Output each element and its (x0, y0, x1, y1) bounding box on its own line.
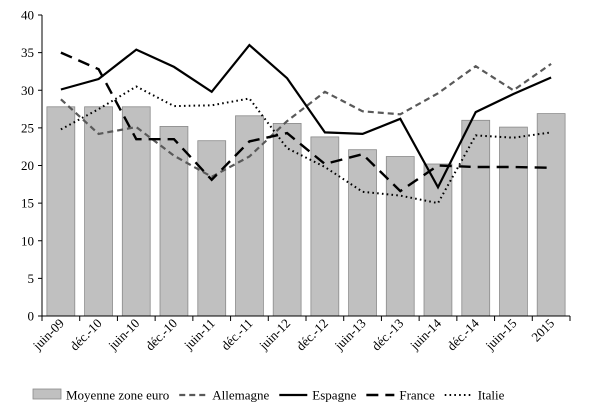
x-tick-label-5: déc.-11 (218, 316, 256, 354)
legend-label-moyenne-zone-euro: Moyenne zone euro (66, 388, 169, 403)
legend-label-italie: Italie (478, 388, 505, 403)
y-tick-label-0: 0 (28, 309, 35, 324)
bar-0 (46, 106, 76, 317)
x-tick-label-6: juin-12 (255, 316, 293, 354)
bar-1 (84, 106, 113, 317)
x-tick-label-0: juin-09 (29, 316, 67, 354)
y-tick-label-35: 35 (21, 45, 34, 60)
lines-layer (60, 43, 552, 205)
x-tick-label-9: déc.-13 (368, 316, 406, 354)
y-tick-label-15: 15 (21, 196, 34, 211)
x-tick-label-3: déc.-10 (142, 316, 180, 354)
x-tick-label-8: juin-13 (331, 316, 369, 354)
series-line-italie (60, 85, 552, 205)
bar-8 (348, 149, 377, 317)
x-tick-label-4: juin-11 (180, 316, 218, 354)
legend-label-france: France (399, 388, 435, 403)
legend: Moyenne zone euro Allemagne Espagne France I… (32, 388, 505, 403)
bar-3 (159, 126, 189, 317)
y-tick-label-25: 25 (21, 120, 34, 135)
bar-9 (385, 156, 415, 317)
bar-5 (235, 115, 264, 317)
x-tick-label-7: déc.-12 (293, 316, 331, 354)
bar-2 (121, 106, 151, 317)
legend-swatch-moyenne-zone-euro (32, 388, 62, 400)
y-tick-label-5: 5 (28, 271, 35, 286)
series-line-allemagne (60, 62, 552, 179)
legend-label-espagne: Espagne (312, 388, 356, 403)
legend-label-allemagne: Allemagne (212, 388, 269, 403)
bars-layer (46, 106, 566, 317)
y-tick-label-40: 40 (21, 8, 34, 23)
x-tick-label-12: juin-15 (482, 316, 520, 354)
bar-4 (197, 140, 227, 317)
x-tick-label-10: juin-14 (406, 315, 444, 353)
x-tick-label-11: déc.-14 (444, 315, 482, 353)
bar-7 (310, 136, 340, 317)
x-tick-label-2: juin-10 (105, 316, 143, 354)
y-tick-label-10: 10 (21, 233, 34, 248)
series-line-espagne (60, 43, 552, 190)
series-line-france (60, 51, 552, 193)
bar-11 (461, 119, 491, 317)
x-tick-label-1: déc.-10 (67, 316, 105, 354)
bar-13 (536, 113, 566, 317)
y-tick-label-20: 20 (21, 158, 34, 173)
bar-6 (272, 123, 302, 317)
bar-12 (499, 126, 528, 317)
y-tick-label-30: 30 (21, 83, 34, 98)
